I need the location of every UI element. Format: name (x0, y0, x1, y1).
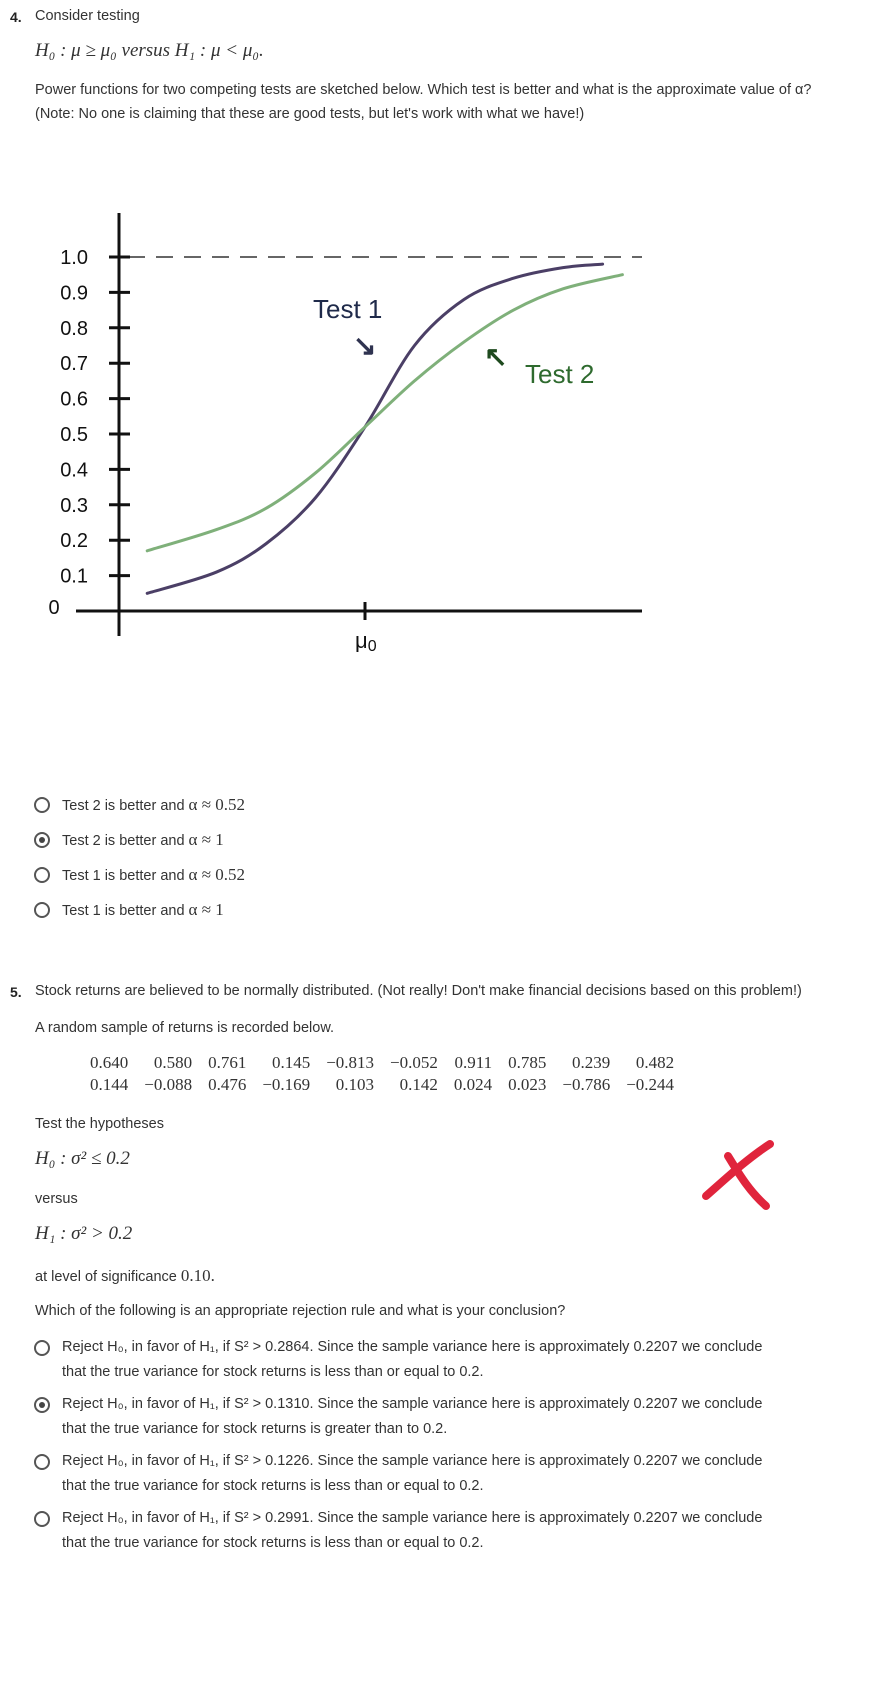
y-tick-label: 0.4 (60, 459, 88, 481)
q5-option-4-line2: that the true variance for stock returns… (62, 1535, 484, 1551)
table-cell: −0.244 (626, 1075, 675, 1094)
table-cell: 0.640 (90, 1053, 129, 1072)
series-line-test-1 (145, 262, 605, 595)
table-cell: −0.052 (390, 1053, 438, 1072)
table-cell: 0.024 (453, 1075, 493, 1094)
table-cell: −0.813 (326, 1053, 375, 1072)
test-hypotheses-label: Test the hypotheses (35, 1116, 164, 1132)
chart-y-ticks: 00.1 0.2 0.3 0.4 0.5 0.6 0.7 0.8 0.9 1.0 (48, 247, 130, 619)
table-cell: 0.103 (335, 1075, 375, 1094)
table-cell: 0.911 (454, 1053, 493, 1072)
q5-option-3[interactable]: Reject H₀, in favor of H₁, if S² > 0.122… (62, 1449, 862, 1499)
table-cell: 0.785 (508, 1053, 547, 1072)
question-5-number: 5. (10, 984, 22, 1000)
q4-option-3-value: α ≈ 0.52 (188, 865, 246, 884)
q5-option-1-line2: that the true variance for stock returns… (62, 1364, 484, 1380)
q4-option-1-radio[interactable] (34, 797, 50, 813)
question-4-intro: Consider testing (35, 8, 140, 24)
table-row: 0.144 −0.088 0.476 −0.169 0.103 0.142 0.… (82, 1074, 682, 1096)
q5-option-4-line1: Reject H₀, in favor of H₁, if S² > 0.299… (62, 1510, 763, 1526)
y-tick-label-zero: 0 (48, 597, 59, 619)
table-cell: −0.169 (262, 1075, 311, 1094)
table-row: 0.640 0.580 0.761 0.145 −0.813 −0.052 0.… (82, 1052, 682, 1074)
table-cell: 0.482 (635, 1053, 675, 1072)
q5-option-4-radio[interactable] (34, 1511, 50, 1527)
q4-option-3[interactable]: Test 1 is better and α ≈ 0.52 (62, 865, 245, 885)
q5-option-2-radio[interactable] (34, 1397, 50, 1413)
table-cell: 0.023 (508, 1075, 547, 1094)
incorrect-x-mark-icon (702, 1140, 774, 1210)
q4-option-4-radio[interactable] (34, 902, 50, 918)
significance-level-text: at level of significance (35, 1269, 177, 1285)
power-function-chart: μ0 00.1 0.2 0.3 0.4 0.5 0.6 0.7 0.8 0.9 1.0 Test … (48, 213, 642, 655)
q4-option-2-value: α ≈ 1 (188, 830, 224, 849)
q5-option-1-radio[interactable] (34, 1340, 50, 1356)
table-cell: −0.088 (144, 1075, 193, 1094)
y-tick-label: 0.5 (60, 424, 88, 446)
q5-option-1[interactable]: Reject H₀, in favor of H₁, if S² > 0.286… (62, 1335, 862, 1385)
q5-option-3-line1: Reject H₀, in favor of H₁, if S² > 0.122… (62, 1453, 763, 1469)
question-4-prompt-line1: Power functions for two competing tests … (35, 82, 812, 98)
arrow-test-2-icon: ↖ (484, 341, 507, 372)
label-test-1: Test 1 (313, 294, 382, 324)
q4-option-2-radio[interactable] (34, 832, 50, 848)
y-tick-label: 0.6 (60, 389, 88, 411)
returns-table: 0.640 0.580 0.761 0.145 −0.813 −0.052 0.… (82, 1052, 682, 1096)
q4-option-3-radio[interactable] (34, 867, 50, 883)
x-tick-label-mu0: μ0 (355, 628, 377, 655)
table-cell: 0.761 (208, 1053, 247, 1072)
q5-option-4[interactable]: Reject H₀, in favor of H₁, if S² > 0.299… (62, 1506, 862, 1556)
question-5-prompt: Which of the following is an appropriate… (35, 1303, 566, 1319)
y-tick-label: 0.9 (60, 282, 88, 304)
question-4-number: 4. (10, 9, 22, 25)
table-cell: 0.142 (399, 1075, 438, 1094)
q4-option-4-value: α ≈ 1 (188, 900, 224, 919)
versus-label: versus (35, 1191, 78, 1207)
q4-option-1-value: α ≈ 0.52 (188, 795, 246, 814)
question-4-prompt-line2: (Note: No one is claiming that these are… (35, 106, 585, 122)
q5-option-2-line1: Reject H₀, in favor of H₁, if S² > 0.131… (62, 1396, 763, 1412)
y-tick-label: 0.7 (60, 353, 88, 375)
q4-option-4-text: Test 1 is better and (62, 903, 185, 919)
y-tick-label: 0.3 (60, 495, 88, 517)
q4-option-2[interactable]: Test 2 is better and α ≈ 1 (62, 830, 224, 850)
question-5-sample-intro: A random sample of returns is recorded b… (35, 1020, 335, 1036)
q4-option-2-text: Test 2 is better and (62, 833, 185, 849)
y-tick-label: 0.8 (60, 318, 88, 340)
q5-option-2[interactable]: Reject H₀, in favor of H₁, if S² > 0.131… (62, 1392, 862, 1442)
question-4-hypotheses: H₀ : μ ≥ μ₀ versus H₁ : μ < μ₀. (35, 40, 264, 61)
q4-option-4[interactable]: Test 1 is better and α ≈ 1 (62, 900, 224, 920)
chart-axes: μ0 (76, 213, 642, 655)
q5-option-2-line2: that the true variance for stock returns… (62, 1421, 448, 1437)
q4-option-1[interactable]: Test 2 is better and α ≈ 0.52 (62, 795, 245, 815)
significance-level: at level of significance 0.10. (35, 1266, 215, 1286)
label-test-2: Test 2 (525, 359, 594, 389)
y-tick-label: 0.1 (60, 566, 88, 588)
null-hypothesis: H₀ : σ² ≤ 0.2 (35, 1148, 130, 1169)
table-cell: −0.786 (562, 1075, 611, 1094)
table-cell: 0.580 (153, 1053, 193, 1072)
arrow-test-1-icon: ↘ (353, 330, 376, 361)
alternative-hypothesis: H₁ : σ² > 0.2 (35, 1223, 133, 1244)
q5-option-3-line2: that the true variance for stock returns… (62, 1478, 484, 1494)
q4-option-3-text: Test 1 is better and (62, 868, 185, 884)
table-cell: 0.144 (90, 1075, 129, 1094)
question-5-intro: Stock returns are believed to be normall… (35, 983, 802, 999)
chart-series (145, 262, 624, 595)
q4-option-1-text: Test 2 is better and (62, 798, 185, 814)
series-line-test-2 (145, 273, 624, 553)
y-tick-label: 1.0 (60, 247, 88, 269)
table-cell: 0.239 (571, 1053, 611, 1072)
q5-option-3-radio[interactable] (34, 1454, 50, 1470)
chart-annotations: Test 1 ↘ ↖ Test 2 (313, 294, 594, 389)
table-cell: 0.476 (208, 1075, 247, 1094)
table-cell: 0.145 (271, 1053, 311, 1072)
q5-option-1-line1: Reject H₀, in favor of H₁, if S² > 0.286… (62, 1339, 763, 1355)
significance-level-value: 0.10. (180, 1266, 215, 1285)
y-tick-label: 0.2 (60, 530, 88, 552)
